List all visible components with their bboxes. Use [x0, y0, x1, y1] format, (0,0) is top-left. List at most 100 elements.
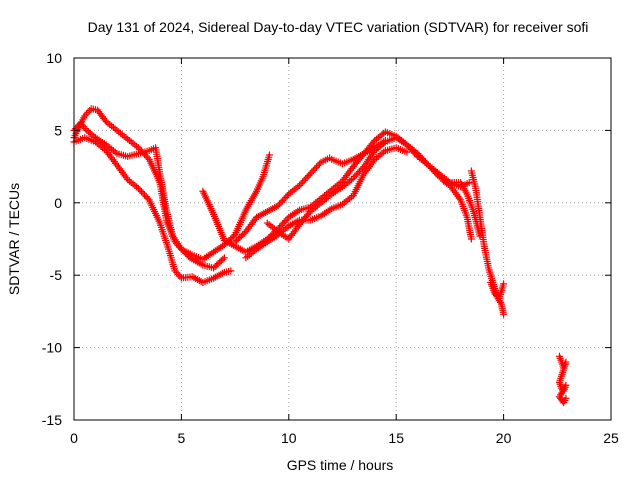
x-tick-label: 15 [388, 430, 404, 446]
data-point [297, 180, 305, 188]
y-tick-label: -10 [42, 340, 62, 356]
data-point [282, 193, 290, 201]
data-point [424, 161, 432, 169]
data-point [312, 163, 320, 171]
data-point [302, 175, 310, 183]
data-point [369, 138, 377, 146]
data-point [426, 163, 434, 171]
series-trace-c [70, 105, 273, 263]
series-trace-e [231, 154, 334, 246]
data-point [144, 194, 152, 202]
data-point [355, 168, 363, 176]
data-point [500, 310, 508, 318]
data-point [427, 164, 435, 172]
ticks-layer [73, 57, 612, 421]
data-point [101, 116, 109, 124]
y-axis-label: SDTVAR / TECUs [6, 183, 22, 295]
series-trace-h [328, 128, 484, 240]
tick-labels-layer: 0 5 10 15 20 25 -15 -10 -5 0 5 10 [42, 50, 619, 446]
data-point [352, 171, 360, 179]
data-point [139, 189, 147, 197]
data-point [265, 151, 273, 159]
data-point [134, 144, 142, 152]
data-point [306, 170, 314, 178]
data-point [357, 166, 365, 174]
data-point [274, 202, 282, 210]
data-point [465, 179, 473, 187]
data-point [417, 153, 425, 161]
x-tick-label: 5 [178, 430, 186, 446]
data-point [423, 159, 431, 167]
data-point [138, 147, 146, 155]
data-point [134, 184, 142, 192]
data-point [418, 155, 426, 163]
series-trace-k [487, 278, 508, 302]
data-point [136, 186, 144, 194]
data-point [276, 200, 284, 208]
data-point [421, 158, 429, 166]
data-point [227, 267, 235, 275]
y-tick-label: 0 [54, 195, 62, 211]
chart-title: Day 131 of 2024, Sidereal Day-to-day VTE… [88, 19, 589, 35]
data-point [139, 149, 147, 157]
data-point [349, 174, 357, 182]
data-point [277, 198, 285, 206]
data-point [142, 193, 150, 201]
y-tick-label: 10 [46, 50, 62, 66]
data-point [311, 165, 319, 173]
data-point [500, 280, 508, 288]
data-point [142, 152, 150, 160]
data-point [432, 169, 440, 177]
data-point [136, 145, 144, 153]
data-point [467, 235, 475, 243]
data-point [141, 150, 149, 158]
data-point [431, 168, 439, 176]
data-point [429, 166, 437, 174]
y-tick-label: -5 [50, 267, 63, 283]
data-point [415, 151, 423, 159]
x-tick-label: 0 [70, 430, 78, 446]
data-point [277, 222, 285, 230]
data-point [138, 188, 146, 196]
data-point [280, 195, 288, 203]
data-point [354, 169, 362, 177]
data-point [280, 218, 288, 226]
x-axis-label: GPS time / hours [287, 457, 394, 473]
series-trace-f [242, 144, 411, 262]
data-point [351, 173, 359, 181]
data-point [314, 162, 322, 170]
data-point [279, 197, 287, 205]
data-points-layer [70, 105, 570, 407]
data-point [308, 168, 316, 176]
data-point [315, 160, 323, 168]
x-tick-label: 25 [603, 430, 619, 446]
data-point [414, 150, 422, 158]
data-point [309, 167, 317, 175]
data-point [141, 191, 149, 199]
data-point [283, 192, 291, 200]
data-point [279, 220, 287, 228]
data-point [303, 173, 311, 181]
data-point [144, 154, 152, 162]
series-trace-l [555, 352, 570, 407]
series-trace-i [439, 177, 475, 243]
data-point [305, 209, 313, 217]
data-point [282, 217, 290, 225]
data-point [219, 255, 227, 263]
data-point [403, 148, 411, 156]
data-point [220, 254, 228, 262]
x-tick-label: 10 [281, 430, 297, 446]
y-tick-label: -15 [42, 412, 62, 428]
data-point [420, 156, 428, 164]
data-point [305, 171, 313, 179]
data-point [562, 394, 570, 402]
data-point [300, 176, 308, 184]
data-point [90, 132, 98, 140]
plot-frame [73, 57, 612, 421]
y-tick-label: 5 [54, 122, 62, 138]
data-point [299, 178, 307, 186]
x-tick-label: 20 [496, 430, 512, 446]
